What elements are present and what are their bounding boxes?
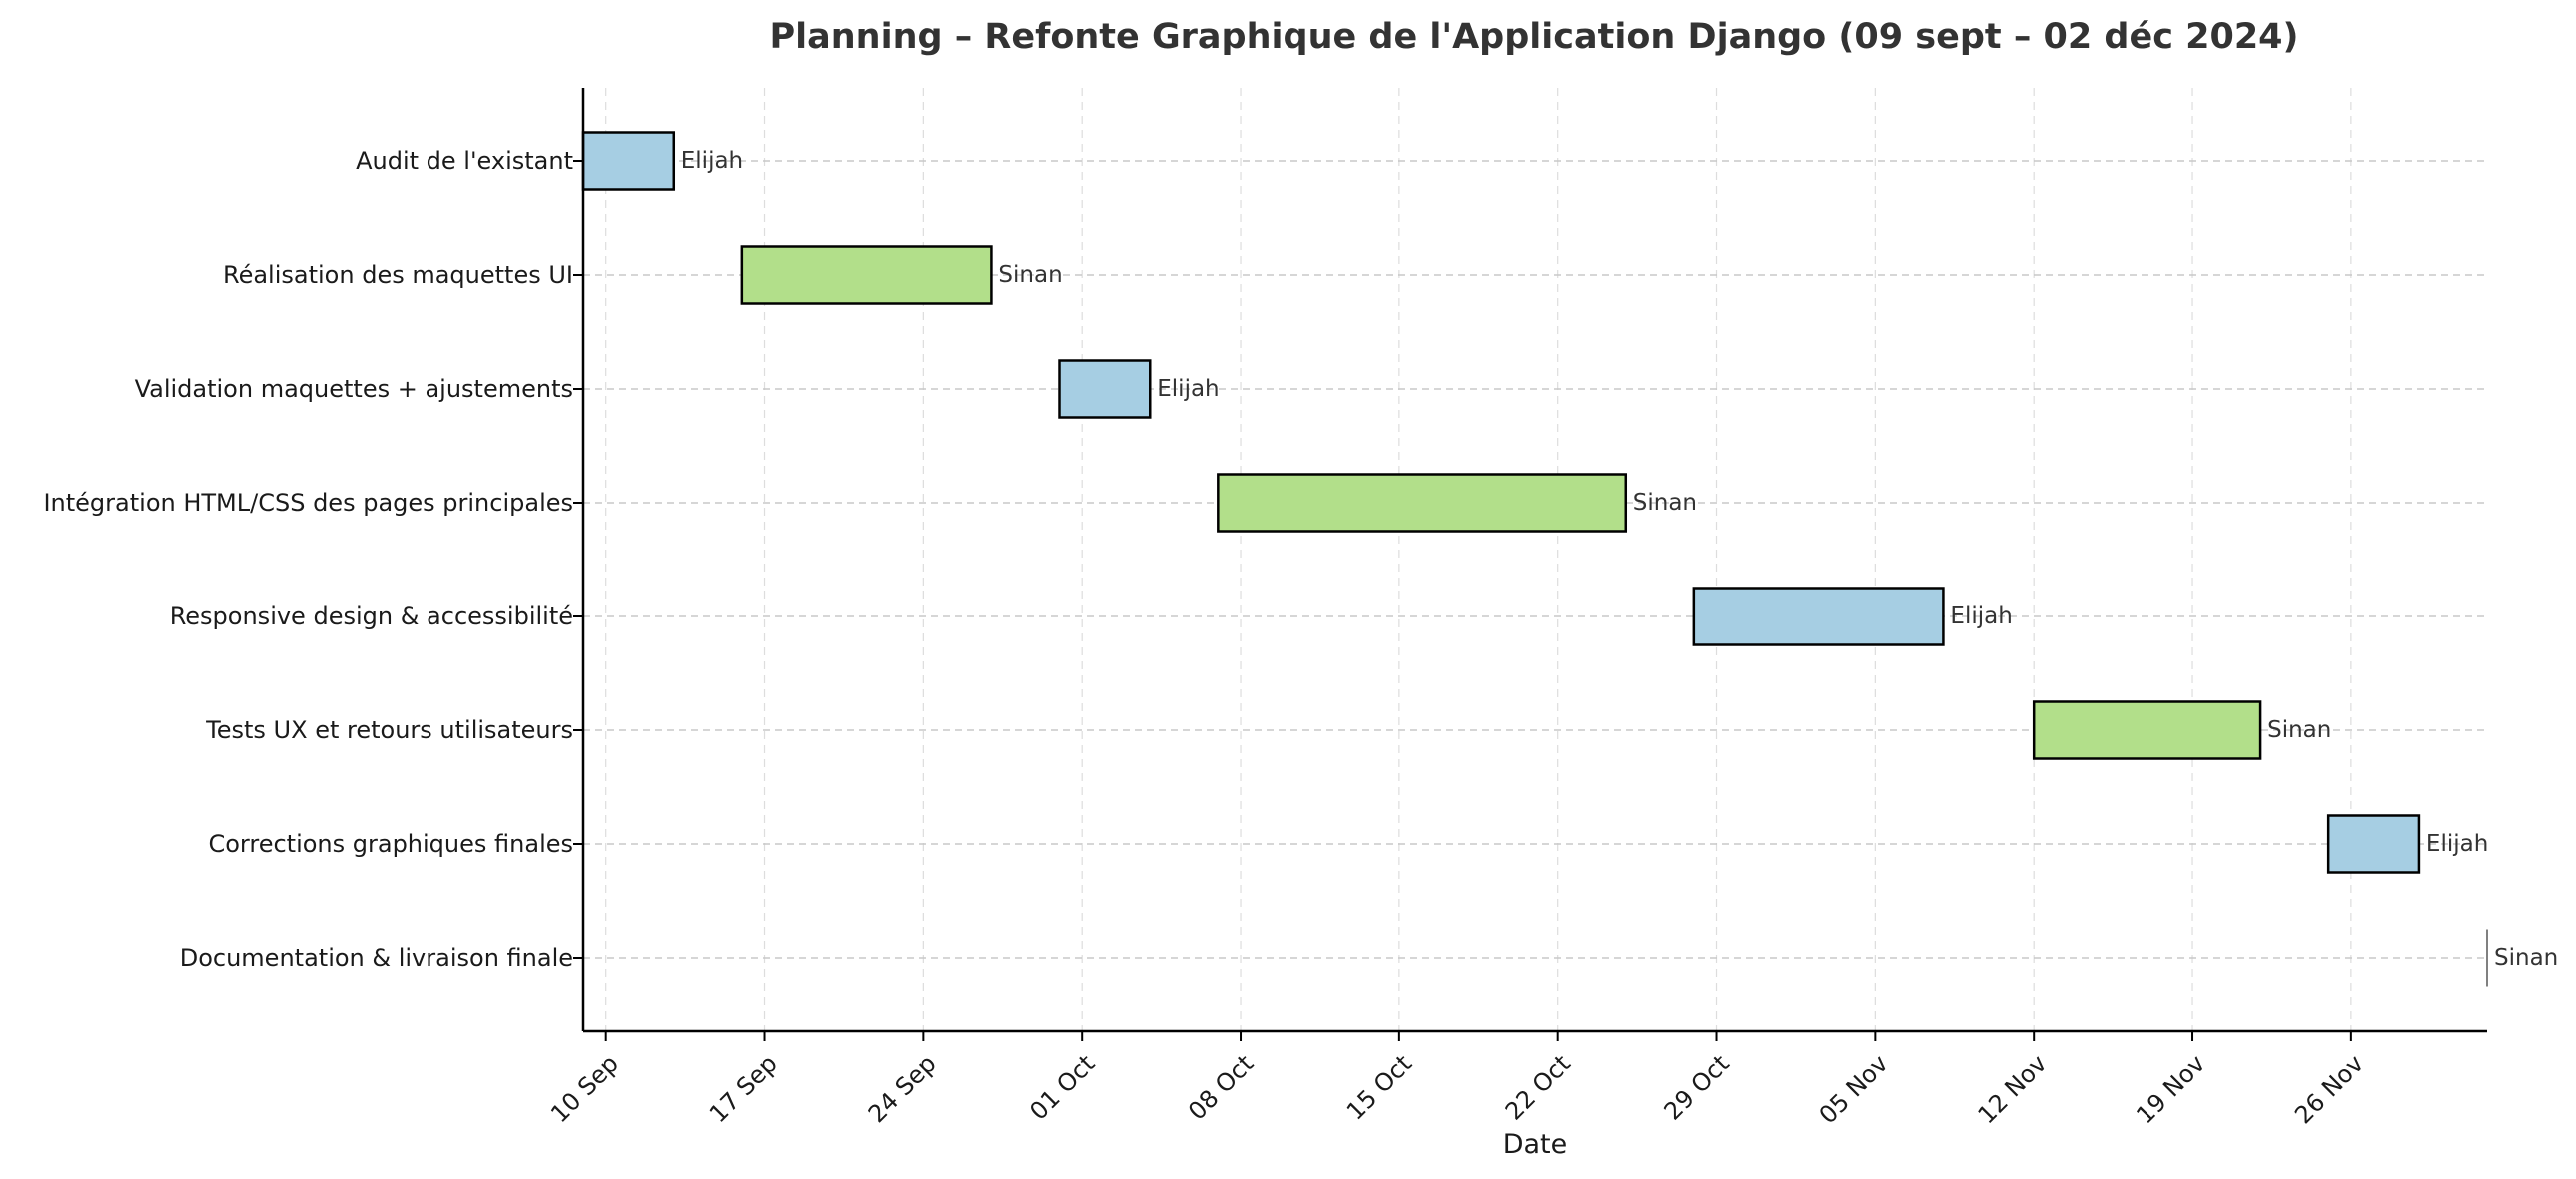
x-tick-label: 24 Sep (863, 1049, 942, 1128)
task-label: Audit de l'existant (356, 147, 573, 175)
bars (581, 131, 2488, 987)
owner-label: Sinan (2494, 945, 2558, 971)
task-label: Corrections graphiques finales (208, 830, 573, 858)
task-label: Validation maquettes + ajustements (135, 375, 573, 403)
x-tick-label: 10 Sep (545, 1049, 624, 1128)
owner-label: Elijah (2426, 831, 2488, 857)
task-label: Réalisation des maquettes UI (223, 261, 573, 289)
x-tick-label: 19 Nov (2131, 1049, 2210, 1129)
labels: 10 Sep 17 Sep 24 Sep 01 Oct 08 Oct 15 Oct 22 O… (43, 147, 2558, 1129)
task-label: Responsive design & accessibilité (170, 602, 573, 630)
owner-label: Sinan (1633, 490, 1697, 516)
x-tick-label: 17 Sep (704, 1049, 783, 1128)
x-tick-label: 22 Oct (1500, 1049, 1576, 1125)
x-axis-title: Date (1503, 1129, 1568, 1160)
grid (583, 88, 2487, 1031)
task-label: Tests UX et retours utilisateurs (205, 716, 573, 744)
owner-label: Elijah (1950, 603, 2012, 629)
task-bar (740, 245, 993, 305)
chart-title: Planning – Refonte Graphique de l'Applic… (769, 17, 2298, 57)
owner-label: Sinan (2267, 717, 2331, 743)
owner-label: Elijah (681, 148, 743, 174)
task-label: Documentation & livraison finale (180, 944, 573, 972)
x-tick-label: 29 Oct (1659, 1049, 1735, 1125)
task-label: Intégration HTML/CSS des pages principal… (43, 489, 573, 517)
x-tick-label: 15 Oct (1341, 1049, 1417, 1125)
task-bar (2326, 814, 2421, 874)
owner-label: Sinan (998, 262, 1062, 288)
x-tick-label: 26 Nov (2289, 1049, 2369, 1129)
x-tick-label: 05 Nov (1814, 1049, 1894, 1129)
axes (581, 88, 2487, 1033)
owner-label: Elijah (1157, 376, 1219, 402)
x-tick-label: 01 Oct (1024, 1049, 1100, 1125)
task-bar (1692, 587, 1945, 646)
x-tick-label: 08 Oct (1183, 1049, 1259, 1125)
x-tick-label: 12 Nov (1973, 1049, 2053, 1129)
task-bar (2032, 700, 2262, 760)
task-bar (1217, 473, 1628, 533)
task-bar (1058, 359, 1152, 419)
task-bar (581, 131, 676, 191)
